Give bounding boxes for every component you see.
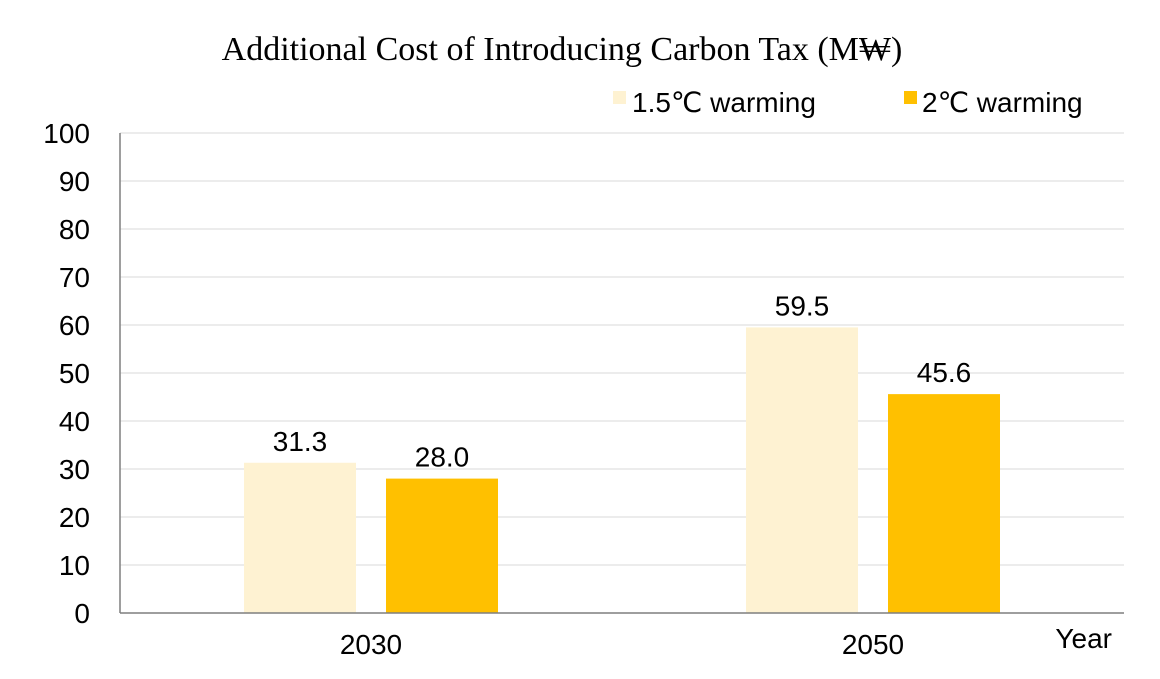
bar-series-1-2030 [244, 462, 356, 613]
bar-series-2-2050 [888, 394, 1000, 613]
y-tick-label: 60 [59, 310, 90, 341]
legend: 1.5℃ warming 2℃ warming [613, 87, 1083, 118]
legend-swatch-series-2 [904, 91, 917, 104]
legend-swatch-series-1 [613, 91, 626, 104]
y-tick-label: 20 [59, 502, 90, 533]
x-axis-ticks: 2030 2050 [340, 629, 904, 660]
data-labels: 31.3 28.0 59.5 45.6 [273, 290, 972, 472]
data-label-series-2-2050: 45.6 [917, 357, 972, 388]
y-tick-label: 80 [59, 214, 90, 245]
legend-label-series-1: 1.5℃ warming [632, 87, 816, 118]
y-tick-label: 70 [59, 262, 90, 293]
x-tick-label-2050: 2050 [842, 629, 904, 660]
y-tick-label: 10 [59, 550, 90, 581]
x-tick-label-2030: 2030 [340, 629, 402, 660]
data-label-series-1-2030: 31.3 [273, 426, 328, 457]
bar-series-1-2050 [746, 327, 858, 613]
y-tick-label: 50 [59, 358, 90, 389]
y-tick-label: 40 [59, 406, 90, 437]
chart-title: Additional Cost of Introducing Carbon Ta… [222, 31, 903, 68]
y-axis-ticks: 0 10 20 30 40 50 60 70 80 90 100 [43, 118, 90, 629]
bar-series-2-2030 [386, 478, 498, 613]
data-label-series-2-2030: 28.0 [415, 442, 470, 473]
x-axis-label: Year [1055, 623, 1112, 654]
bars [244, 327, 1000, 613]
legend-label-series-2: 2℃ warming [922, 87, 1083, 118]
y-tick-label: 0 [74, 598, 90, 629]
y-tick-label: 30 [59, 454, 90, 485]
y-tick-label: 100 [43, 118, 90, 149]
y-tick-label: 90 [59, 166, 90, 197]
data-label-series-1-2050: 59.5 [775, 290, 830, 321]
